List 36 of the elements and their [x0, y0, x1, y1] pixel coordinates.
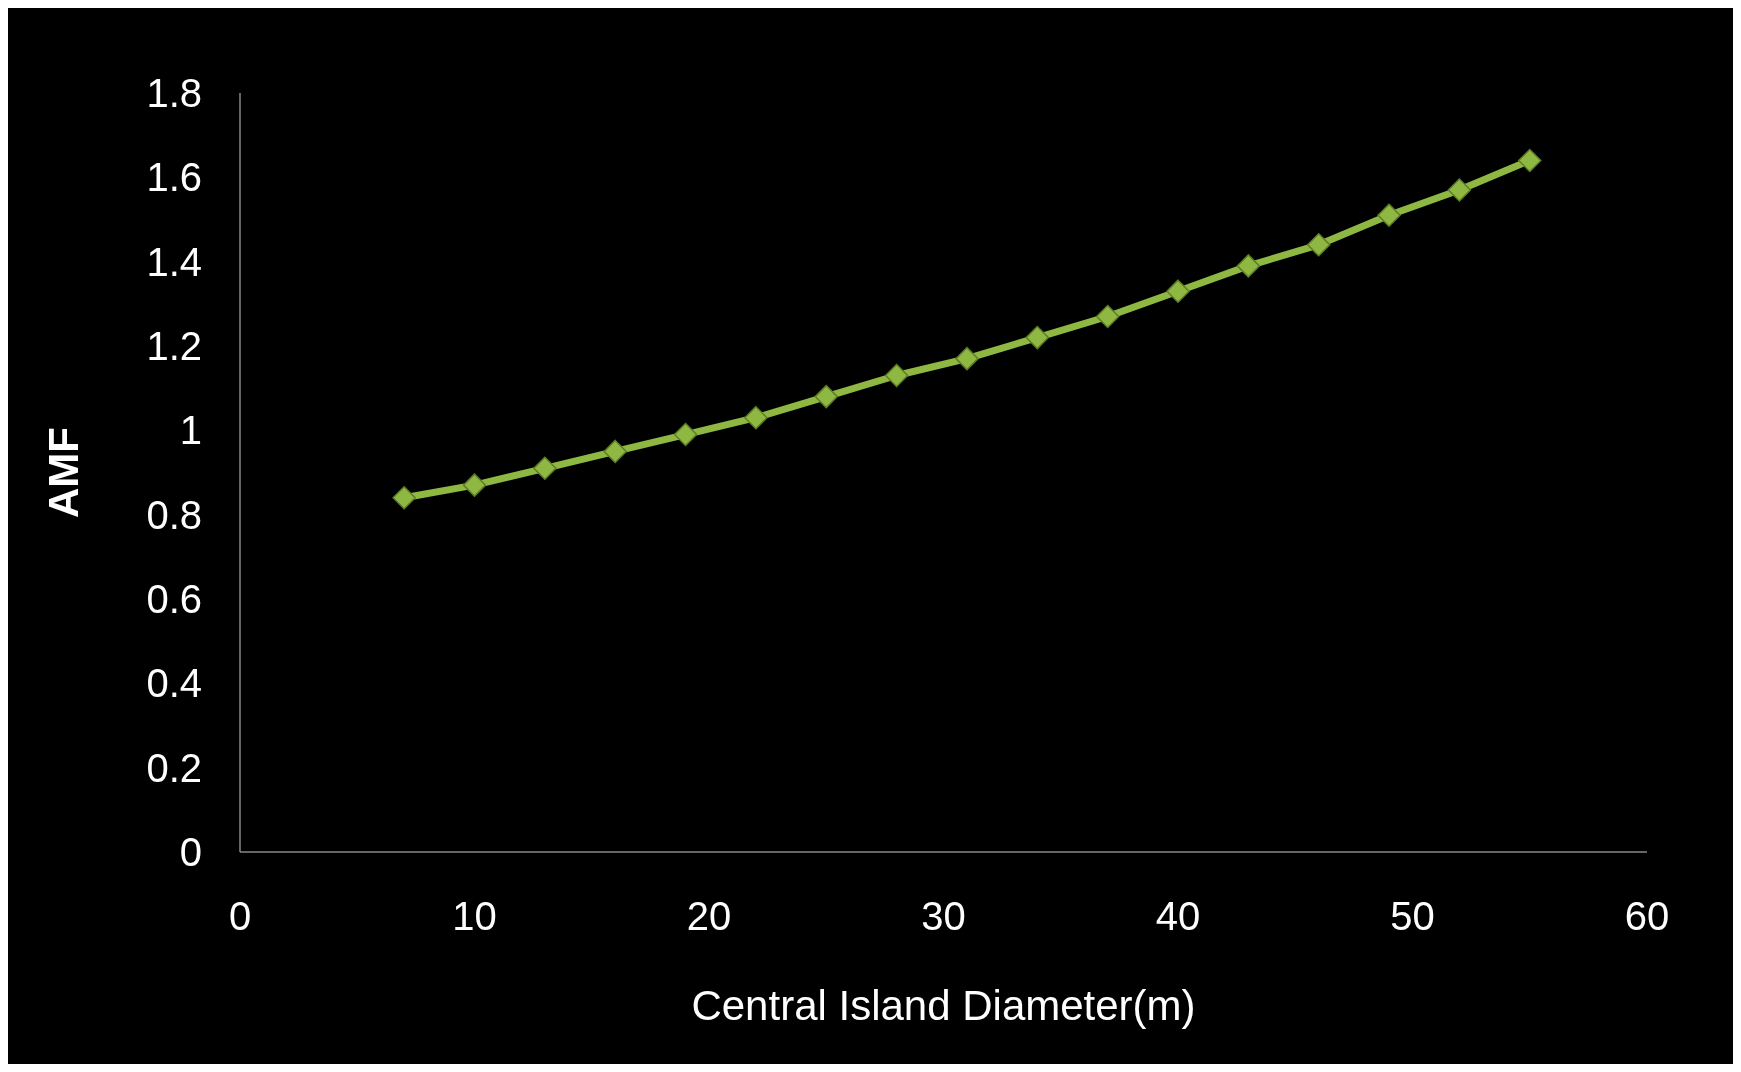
- y-axis-title: AMF: [40, 427, 87, 518]
- x-tick-label: 0: [228, 894, 252, 938]
- point: [603, 439, 627, 464]
- x-tick-label: 50: [1390, 894, 1435, 938]
- x-tick-label: 40: [1155, 894, 1201, 938]
- point: [673, 422, 698, 447]
- point: [1025, 325, 1050, 350]
- y-tick-label: 0.8: [146, 492, 202, 537]
- x-tick-label: 20: [686, 894, 732, 938]
- y-tick-label: 1.2: [146, 324, 202, 368]
- y-tick-label: 1.4: [146, 239, 202, 284]
- x-axis-title: Central Island Diameter(m): [691, 982, 1196, 1029]
- point: [462, 473, 487, 497]
- x-tick-label: 10: [452, 894, 497, 938]
- point: [1306, 233, 1331, 257]
- point: [1447, 178, 1472, 202]
- point: [1518, 148, 1542, 173]
- point: [533, 456, 557, 481]
- point: [1377, 203, 1401, 228]
- y-tick-label: 1: [179, 408, 202, 453]
- y-tick-label: 0.6: [146, 577, 202, 621]
- y-tick-label: 0.4: [146, 661, 202, 706]
- point: [1166, 279, 1190, 303]
- x-tick-label: 60: [1624, 894, 1670, 938]
- y-tick-label: 0: [179, 830, 202, 874]
- point: [814, 384, 838, 409]
- x-tick-label: 30: [921, 894, 966, 938]
- point: [392, 486, 416, 510]
- y-tick-label: 0.2: [146, 745, 202, 790]
- point: [744, 405, 768, 430]
- point: [1236, 254, 1261, 278]
- point: [884, 363, 909, 388]
- point: [1095, 304, 1120, 329]
- y-tick-label: 1.8: [146, 71, 202, 115]
- point: [955, 346, 979, 371]
- y-tick-label: 1.6: [146, 155, 202, 200]
